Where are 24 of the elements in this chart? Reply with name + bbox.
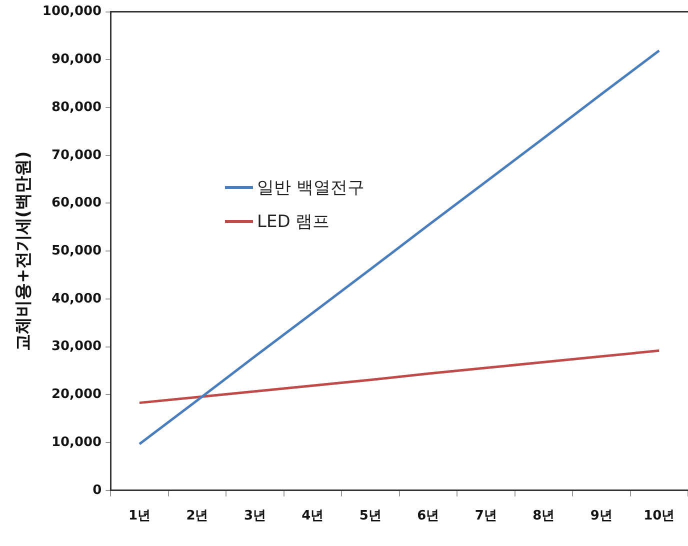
legend-label: LED 램프 bbox=[257, 210, 330, 232]
x-tick-label: 4년 bbox=[302, 508, 324, 524]
x-tick-label: 10년 bbox=[644, 508, 675, 524]
x-tick-label: 7년 bbox=[474, 508, 497, 524]
y-tick-label: 10,000 bbox=[51, 434, 102, 450]
y-tick-label: 40,000 bbox=[51, 291, 102, 306]
y-axis-title: 교체비용+전기세(백만원) bbox=[14, 151, 34, 351]
x-tick-label: 9년 bbox=[590, 508, 612, 524]
y-tick-label: 80,000 bbox=[51, 100, 102, 115]
y-tick-label: 50,000 bbox=[51, 243, 102, 258]
y-tick-label: 30,000 bbox=[51, 339, 102, 354]
x-tick-label: 1년 bbox=[128, 508, 151, 524]
y-tick-label: 0 bbox=[92, 482, 102, 498]
y-tick-label: 90,000 bbox=[51, 52, 102, 68]
y-tick-label: 60,000 bbox=[51, 196, 102, 211]
y-tick-label: 20,000 bbox=[51, 387, 102, 402]
x-tick-label: 2년 bbox=[186, 508, 208, 524]
y-tick-label: 70,000 bbox=[51, 148, 102, 163]
x-tick-label: 8년 bbox=[532, 508, 555, 524]
legend-label: 일반 백열전구 bbox=[257, 176, 364, 198]
y-tick-label: 100,000 bbox=[42, 4, 102, 20]
x-tick-label: 5년 bbox=[359, 508, 382, 524]
x-tick-label: 3년 bbox=[244, 508, 266, 524]
x-tick-label: 6년 bbox=[417, 508, 440, 524]
